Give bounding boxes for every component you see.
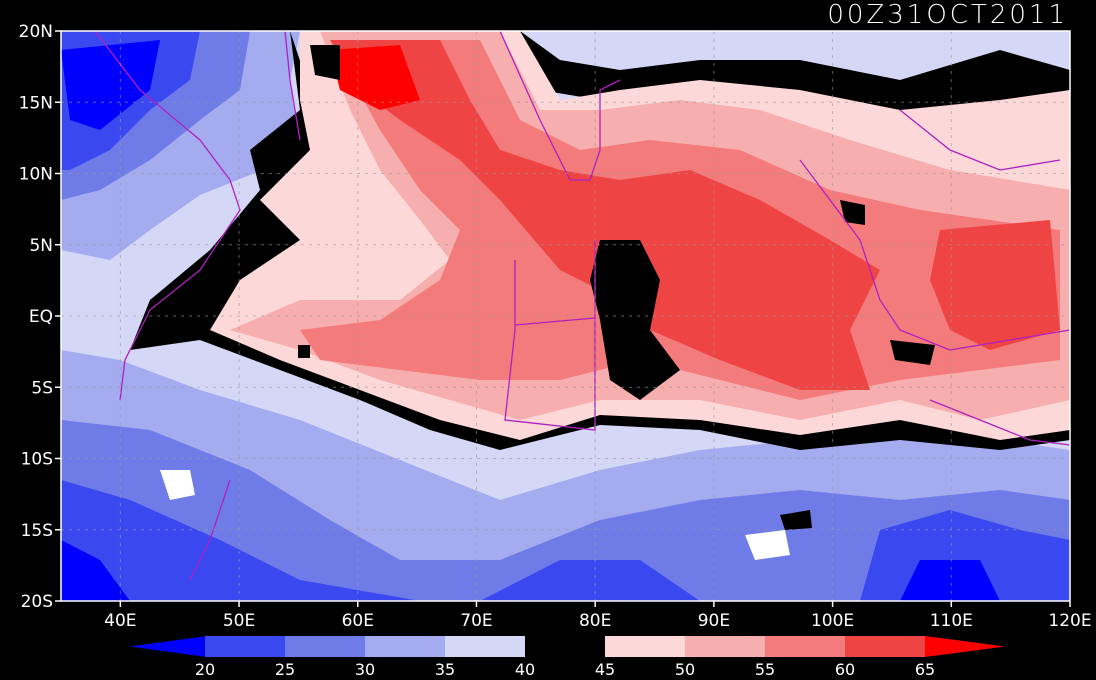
lon-tick-label-2: 60E bbox=[342, 611, 374, 631]
lon-tick-label-5: 90E bbox=[698, 611, 730, 631]
colorbar-label-0: 20 bbox=[195, 660, 215, 679]
lat-tick-label-4: EQ bbox=[29, 307, 53, 327]
colorbar-label-1: 25 bbox=[275, 660, 295, 679]
lat-tick-label-5: 5S bbox=[31, 378, 53, 398]
colorbar-box-8 bbox=[845, 636, 925, 657]
lon-tick-label-4: 80E bbox=[579, 611, 611, 631]
map-field bbox=[61, 31, 1070, 601]
colorbar-box-2 bbox=[365, 636, 445, 657]
lat-tick-label-6: 10S bbox=[21, 450, 53, 470]
coastlines bbox=[94, 31, 1070, 581]
colorbar: 20 25 30 35 40 45 50 55 60 65 bbox=[127, 635, 1005, 679]
gridlines bbox=[61, 31, 1070, 601]
colorbar-arrow-high bbox=[925, 636, 1005, 657]
lat-tick-label-3: 5N bbox=[29, 236, 53, 256]
colorbar-label-5: 45 bbox=[595, 660, 615, 679]
colorbar-label-4: 40 bbox=[515, 660, 535, 679]
lon-tick-label-1: 50E bbox=[223, 611, 255, 631]
colorbar-box-7 bbox=[765, 636, 845, 657]
colorbar-label-9: 65 bbox=[915, 660, 935, 679]
colorbar-label-8: 60 bbox=[835, 660, 855, 679]
lon-tick-label-7: 110E bbox=[930, 611, 973, 631]
lat-tick-label-7: 15S bbox=[21, 521, 53, 541]
lon-tick-label-3: 70E bbox=[460, 611, 492, 631]
lat-tick-label-2: 10N bbox=[19, 165, 53, 185]
colorbar-box-3 bbox=[445, 636, 525, 657]
colorbar-label-7: 55 bbox=[755, 660, 775, 679]
colorbar-label-2: 30 bbox=[355, 660, 375, 679]
colorbar-box-0 bbox=[205, 636, 285, 657]
colorbar-label-3: 35 bbox=[435, 660, 455, 679]
lat-tick-label-0: 20N bbox=[19, 22, 53, 42]
lon-tick-label-6: 100E bbox=[811, 611, 854, 631]
colorbar-box-4 bbox=[525, 636, 605, 657]
lon-axis: 40E 50E 60E 70E 80E 90E 100E 110E 120E bbox=[104, 601, 1092, 631]
lon-tick-label-0: 40E bbox=[104, 611, 136, 631]
colorbar-box-5 bbox=[605, 636, 685, 657]
lat-tick-label-8: 20S bbox=[21, 592, 53, 612]
lat-axis: 20N 15N 10N 5N EQ 5S 10S 15S 20S bbox=[19, 22, 61, 612]
warm-60 bbox=[330, 40, 880, 390]
colorbar-label-6: 50 bbox=[675, 660, 695, 679]
map-title: 00Z31OCT2011 bbox=[827, 0, 1068, 30]
colorbar-box-1 bbox=[285, 636, 365, 657]
colorbar-box-6 bbox=[685, 636, 765, 657]
lon-tick-label-8: 120E bbox=[1048, 611, 1091, 631]
lat-tick-label-1: 15N bbox=[19, 93, 53, 113]
colorbar-arrow-low bbox=[127, 635, 206, 658]
